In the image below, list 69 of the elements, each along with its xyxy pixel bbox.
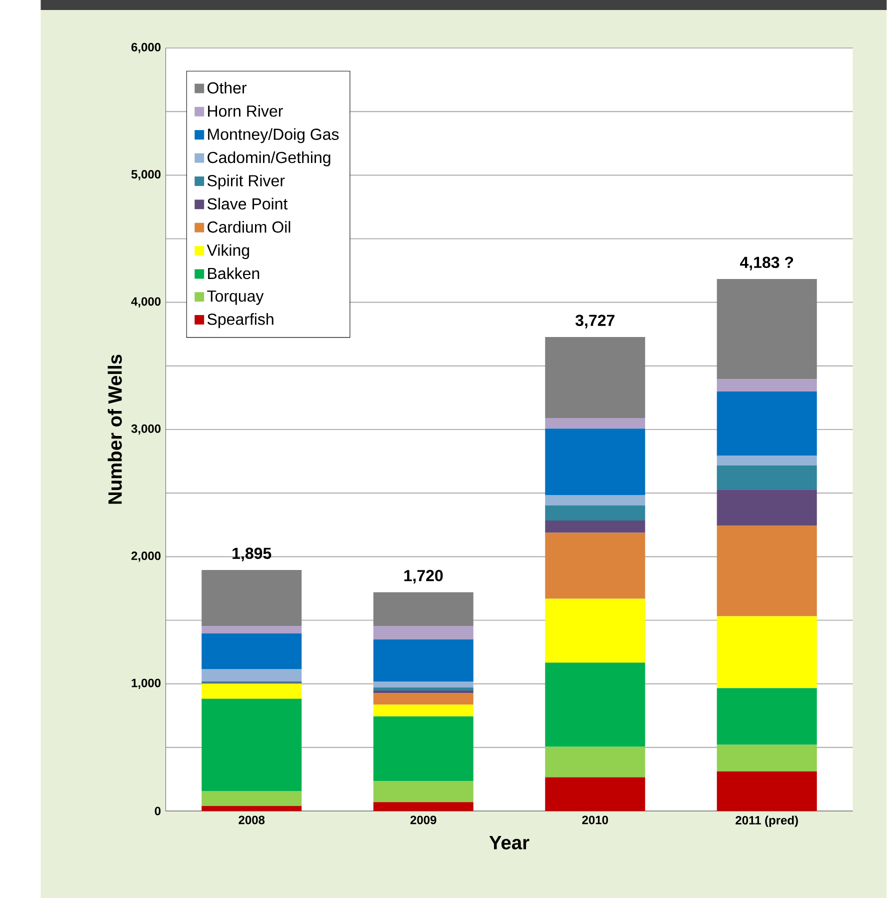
bar bbox=[202, 633, 302, 670]
bar bbox=[374, 693, 474, 705]
y-tick-label: 0 bbox=[154, 806, 161, 816]
y-tick-label: 3,000 bbox=[131, 424, 161, 435]
bar bbox=[545, 520, 646, 533]
bar bbox=[374, 639, 474, 682]
bar bbox=[717, 279, 817, 380]
legend-label: Spirit River bbox=[208, 174, 285, 190]
bar bbox=[545, 337, 646, 418]
bar bbox=[717, 490, 817, 526]
x-tick-label: 2009 bbox=[410, 816, 436, 824]
bar bbox=[202, 669, 302, 682]
legend-label: Spearfish bbox=[208, 313, 274, 328]
bar bbox=[374, 704, 474, 716]
bar bbox=[545, 505, 646, 521]
legend-label: Bakken bbox=[208, 267, 260, 280]
y-tick-label: 6,000 bbox=[132, 42, 161, 54]
legend-label: Slave Point bbox=[208, 198, 288, 210]
legend-label: Cardium Oil bbox=[208, 220, 290, 233]
bar bbox=[545, 495, 646, 506]
bar bbox=[545, 418, 646, 429]
total-label: 1,720 bbox=[404, 570, 443, 584]
bar bbox=[545, 428, 646, 496]
y-tick-label: 2,000 bbox=[132, 552, 161, 562]
bar bbox=[545, 777, 646, 811]
bar bbox=[202, 570, 302, 626]
bar bbox=[717, 616, 817, 688]
bar bbox=[717, 456, 817, 466]
x-axis-title: Year bbox=[489, 836, 530, 850]
total-label: 4,183 ? bbox=[740, 256, 794, 270]
total-label: 3,727 bbox=[576, 314, 615, 328]
bar bbox=[202, 626, 302, 634]
x-tick-label: 2011 (pred) bbox=[736, 816, 798, 827]
bar bbox=[202, 791, 302, 806]
bar bbox=[374, 682, 474, 688]
bar bbox=[202, 806, 302, 811]
bar bbox=[374, 781, 474, 802]
legend-label: Other bbox=[208, 82, 247, 94]
y-axis-title: Number of Wells bbox=[108, 354, 122, 504]
bar bbox=[374, 690, 474, 694]
bar bbox=[545, 532, 646, 599]
total-label: 1,895 bbox=[232, 548, 272, 562]
y-tick-label: 5,000 bbox=[132, 170, 161, 180]
bar bbox=[374, 592, 474, 626]
bar bbox=[717, 526, 817, 616]
bar bbox=[717, 379, 817, 392]
bar bbox=[545, 662, 646, 747]
legend-label: Horn River bbox=[208, 105, 284, 117]
bar bbox=[717, 465, 817, 490]
x-tick-label: 2010 bbox=[582, 816, 608, 824]
y-tick-label: 1,000 bbox=[132, 678, 161, 689]
legend-label: Viking bbox=[206, 244, 250, 260]
bar bbox=[374, 688, 474, 690]
y-tick-label: 4,000 bbox=[131, 297, 161, 308]
bar bbox=[374, 716, 474, 782]
bar bbox=[202, 698, 302, 792]
bar bbox=[717, 391, 817, 456]
bar bbox=[717, 771, 817, 811]
bar bbox=[717, 688, 817, 745]
legend-label: Torquay bbox=[207, 290, 264, 305]
legend-label: Montney/Doig Gas bbox=[208, 128, 339, 144]
bar bbox=[545, 746, 646, 778]
bar bbox=[202, 684, 302, 699]
bar bbox=[374, 626, 474, 640]
bar bbox=[717, 744, 817, 772]
x-tick-label: 2008 bbox=[238, 816, 265, 824]
bar bbox=[374, 802, 474, 811]
legend-label: Cadomin/Gething bbox=[208, 151, 330, 166]
bar bbox=[545, 598, 646, 663]
